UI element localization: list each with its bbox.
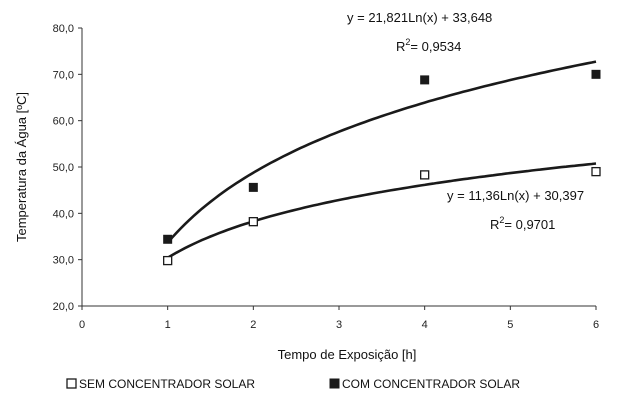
y-tick-label: 30,0: [53, 255, 74, 267]
r2-superscript: 2: [499, 215, 504, 225]
data-point-sem-concentrador: [248, 217, 258, 227]
x-axis-label: Tempo de Exposição [h]: [278, 347, 417, 362]
legend-marker-open-square: [66, 378, 77, 389]
x-tick-label: 1: [165, 319, 171, 331]
data-point-com-concentrador: [420, 75, 430, 85]
legend-label-sem-concentrador: SEM CONCENTRADOR SOLAR: [79, 377, 255, 391]
y-ticks: 20,0 30,0 40,0 50,0 60,0 70,0 80,0: [53, 23, 82, 313]
data-point-sem-concentrador: [420, 170, 430, 180]
trendline-com-concentrador: [166, 60, 597, 244]
equation-com-concentrador: y = 21,821Ln(x) + 33,648 R2= 0,9534: [347, 10, 492, 54]
data-point-com-concentrador: [248, 182, 258, 192]
legend-label-com-concentrador: COM CONCENTRADOR SOLAR: [342, 377, 520, 391]
x-tick-label: 0: [79, 319, 85, 331]
r2-superscript: 2: [405, 37, 410, 47]
y-tick-label: 70,0: [53, 69, 74, 81]
x-tick-label: 5: [507, 319, 513, 331]
data-point-sem-concentrador: [591, 166, 601, 177]
data-point-com-concentrador: [591, 69, 601, 79]
data-point-sem-concentrador: [163, 255, 173, 266]
x-tick-label: 2: [250, 319, 256, 331]
legend: SEM CONCENTRADOR SOLAR COM CONCENTRADOR …: [66, 377, 520, 391]
y-tick-label: 20,0: [53, 301, 74, 313]
equation-text: y = 11,36Ln(x) + 30,397: [447, 188, 584, 203]
r2-text: R2= 0,9534: [396, 37, 461, 54]
equation-text: y = 21,821Ln(x) + 33,648: [347, 10, 492, 25]
x-tick-label: 3: [336, 319, 342, 331]
r2-symbol: R: [490, 217, 499, 232]
y-tick-label: 50,0: [53, 162, 74, 174]
legend-marker-filled-square: [329, 378, 340, 389]
r2-text: R2= 0,9701: [490, 215, 555, 232]
trendline-sem-concentrador: [167, 162, 597, 259]
r2-value: = 0,9701: [504, 217, 555, 232]
y-tick-label: 60,0: [53, 116, 74, 128]
data-points: [163, 69, 601, 266]
data-point-com-concentrador: [163, 234, 173, 244]
r2-symbol: R: [396, 39, 405, 54]
x-tick-label: 6: [593, 319, 599, 331]
y-tick-label: 40,0: [53, 208, 74, 220]
y-tick-label: 80,0: [53, 23, 74, 35]
r2-value: = 0,9534: [410, 39, 461, 54]
axes: [81, 28, 596, 307]
equation-sem-concentrador: y = 11,36Ln(x) + 30,397 R2= 0,9701: [447, 188, 584, 232]
y-axis-label: Temperatura da Água [ºC]: [14, 92, 29, 242]
x-ticks: 0 1 2 3 4 5 6: [79, 306, 599, 331]
trendlines: [166, 60, 597, 259]
x-tick-label: 4: [422, 319, 428, 331]
